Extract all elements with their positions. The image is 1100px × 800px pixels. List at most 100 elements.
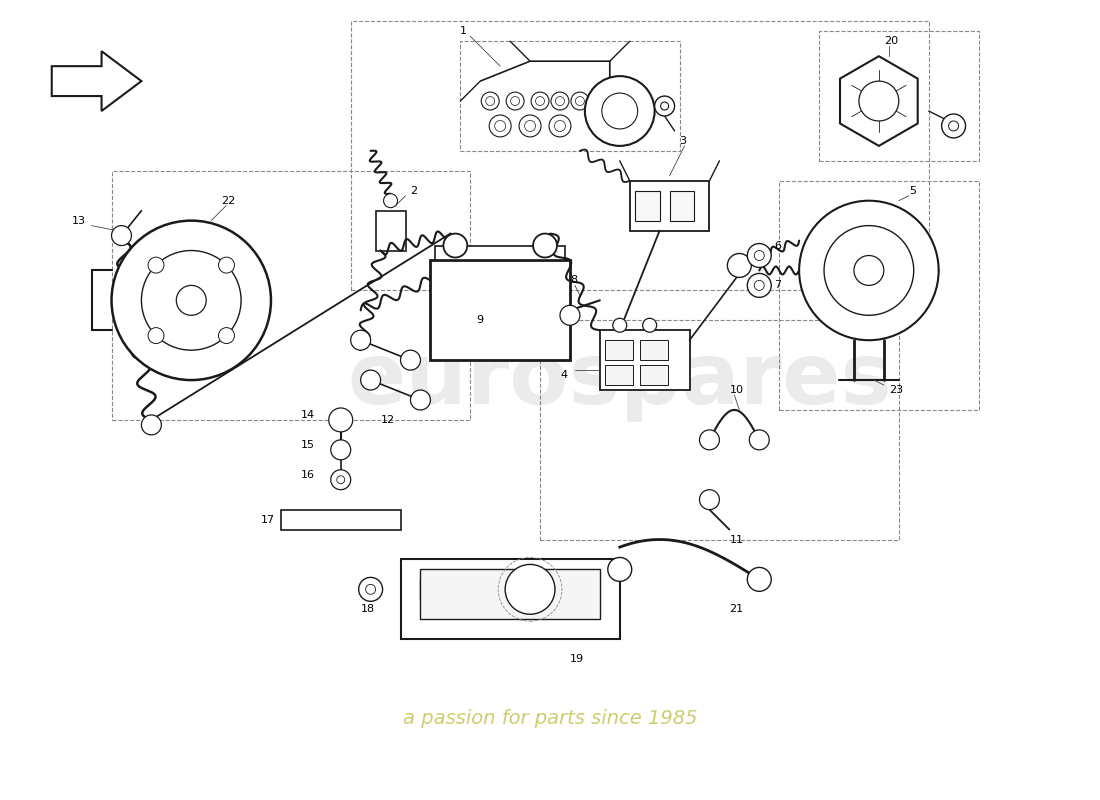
Circle shape	[727, 254, 751, 278]
Bar	[640, 365, 668, 385]
Text: 5: 5	[909, 186, 916, 196]
Bar	[779, 181, 979, 410]
Circle shape	[337, 476, 344, 484]
Bar	[420, 579, 460, 599]
Text: 16: 16	[301, 470, 315, 480]
Text: 17: 17	[261, 514, 275, 525]
Circle shape	[148, 328, 164, 343]
Circle shape	[549, 115, 571, 137]
Bar	[629, 181, 710, 230]
Circle shape	[536, 97, 544, 106]
Text: 19: 19	[570, 654, 584, 664]
Circle shape	[613, 318, 627, 332]
Bar	[600, 330, 690, 390]
Circle shape	[148, 257, 164, 273]
Circle shape	[365, 584, 375, 594]
Circle shape	[747, 243, 771, 267]
Circle shape	[525, 121, 536, 131]
Bar	[820, 31, 979, 161]
Circle shape	[661, 102, 669, 110]
Circle shape	[554, 121, 565, 131]
Circle shape	[519, 115, 541, 137]
Circle shape	[495, 121, 506, 131]
Text: 4: 4	[560, 370, 568, 380]
Circle shape	[505, 565, 556, 614]
Circle shape	[443, 234, 468, 258]
Circle shape	[361, 370, 381, 390]
Circle shape	[585, 76, 654, 146]
Text: 2: 2	[410, 186, 418, 196]
Circle shape	[384, 194, 397, 208]
Text: 20: 20	[883, 36, 898, 46]
Circle shape	[747, 567, 771, 591]
Circle shape	[534, 234, 557, 258]
Circle shape	[556, 97, 564, 106]
Circle shape	[755, 250, 764, 261]
Circle shape	[799, 201, 938, 340]
Text: 6: 6	[774, 241, 781, 250]
Circle shape	[531, 92, 549, 110]
Circle shape	[331, 470, 351, 490]
Bar	[111, 170, 471, 420]
Polygon shape	[400, 559, 619, 639]
Text: 1: 1	[460, 26, 467, 36]
Text: 7: 7	[774, 280, 781, 290]
Bar	[375, 210, 406, 250]
Circle shape	[331, 440, 351, 460]
Text: 11: 11	[729, 534, 744, 545]
Text: 23: 23	[889, 385, 903, 395]
Circle shape	[219, 328, 234, 343]
Bar	[436, 246, 565, 261]
Circle shape	[755, 281, 764, 290]
Bar	[640, 340, 668, 360]
Circle shape	[481, 92, 499, 110]
Bar	[460, 42, 680, 151]
Circle shape	[510, 97, 519, 106]
Circle shape	[400, 350, 420, 370]
Text: 8: 8	[570, 275, 578, 286]
Polygon shape	[52, 51, 142, 111]
Circle shape	[642, 318, 657, 332]
Circle shape	[824, 226, 914, 315]
Circle shape	[359, 578, 383, 602]
Circle shape	[571, 92, 588, 110]
Text: 9: 9	[476, 315, 484, 326]
Text: 3: 3	[680, 136, 686, 146]
Circle shape	[142, 250, 241, 350]
Text: 15: 15	[301, 440, 315, 450]
Circle shape	[859, 81, 899, 121]
Text: 18: 18	[361, 604, 375, 614]
Circle shape	[854, 255, 883, 286]
Circle shape	[176, 286, 206, 315]
Polygon shape	[840, 56, 917, 146]
Text: a passion for parts since 1985: a passion for parts since 1985	[403, 710, 697, 728]
Circle shape	[410, 390, 430, 410]
Bar	[540, 320, 899, 539]
Circle shape	[490, 115, 512, 137]
Bar	[605, 340, 632, 360]
Polygon shape	[420, 570, 600, 619]
Circle shape	[351, 330, 371, 350]
Circle shape	[551, 92, 569, 110]
Bar	[635, 190, 660, 221]
Circle shape	[654, 96, 674, 116]
Circle shape	[700, 490, 719, 510]
Circle shape	[219, 257, 234, 273]
Circle shape	[948, 121, 958, 131]
Circle shape	[747, 274, 771, 298]
Circle shape	[142, 415, 162, 435]
Circle shape	[111, 221, 271, 380]
Circle shape	[942, 114, 966, 138]
Circle shape	[111, 226, 132, 246]
Circle shape	[575, 97, 584, 106]
Circle shape	[608, 558, 631, 582]
Text: 10: 10	[729, 385, 744, 395]
Text: 22: 22	[221, 196, 235, 206]
Text: eurospares: eurospares	[348, 338, 892, 422]
Bar	[280, 510, 400, 530]
Circle shape	[602, 93, 638, 129]
Text: 21: 21	[729, 604, 744, 614]
Bar	[670, 190, 694, 221]
Bar	[605, 365, 632, 385]
Text: 12: 12	[381, 415, 395, 425]
